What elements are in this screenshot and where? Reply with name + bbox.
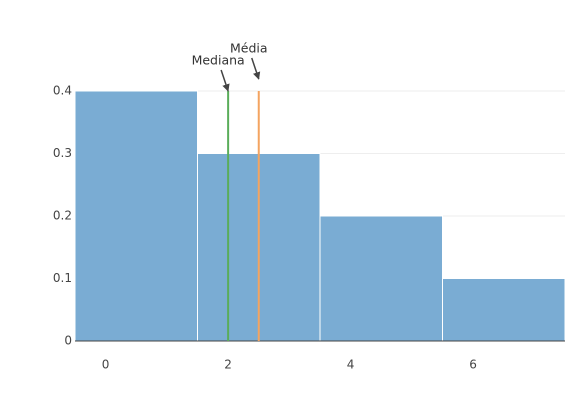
y-tick-label: 0.4 (53, 84, 72, 98)
annotation: Mediana (192, 53, 245, 68)
x-tick-label: 0 (102, 358, 110, 372)
y-tick-label: 0 (64, 334, 72, 348)
y-tick-label: 0.2 (53, 209, 72, 223)
bar (319, 215, 443, 342)
x-tick-label: 4 (347, 358, 355, 372)
bar (442, 278, 566, 342)
bar (74, 90, 198, 342)
y-tick-label: 0.3 (53, 146, 72, 160)
annotation-arrow (251, 57, 261, 80)
y-tick-label: 0.1 (53, 271, 72, 285)
x-tick-label: 2 (224, 358, 232, 372)
annotation: Média (230, 41, 268, 56)
annotation-arrow (220, 69, 230, 92)
x-tick-label: 6 (469, 358, 477, 372)
